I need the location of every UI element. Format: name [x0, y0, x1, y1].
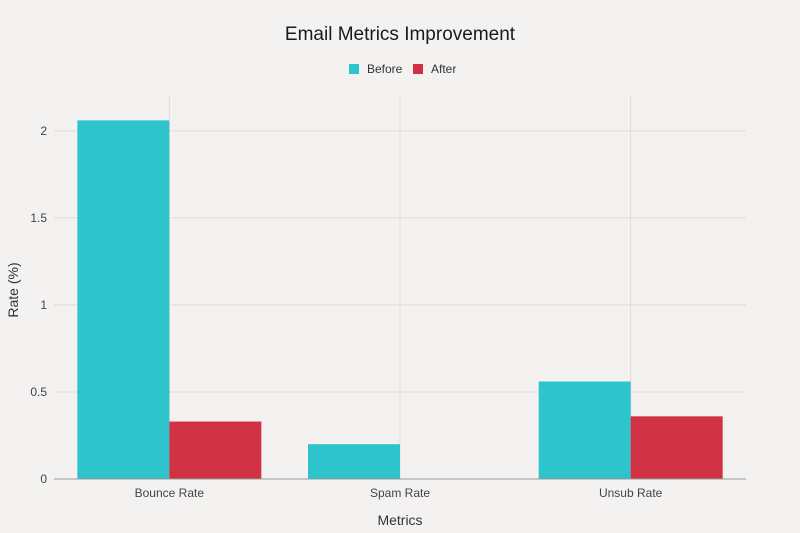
bar-after-unsub-rate [630, 416, 723, 479]
legend-label-after: After [431, 62, 456, 76]
bar-before-unsub-rate [538, 381, 631, 479]
y-tick-label: 2 [40, 124, 47, 138]
y-axis-title: Rate (%) [5, 262, 21, 317]
y-tick-label: 1.5 [30, 211, 47, 225]
bars [77, 120, 723, 479]
y-tick-label: 0.5 [30, 385, 47, 399]
bar-after-bounce-rate [169, 421, 262, 479]
x-tick-label: Bounce Rate [135, 486, 205, 500]
x-tick-label: Spam Rate [370, 486, 430, 500]
y-tick-label: 0 [40, 472, 47, 486]
bar-before-spam-rate [308, 444, 400, 479]
y-tick-label: 1 [40, 298, 47, 312]
axes: 0 0.5 1 1.5 2 Bounce Rate Spam Rate Unsub Rate [30, 124, 746, 500]
x-axis-title: Metrics [377, 512, 422, 528]
x-tick-label: Unsub Rate [599, 486, 663, 500]
legend-swatch-before [349, 64, 359, 74]
bar-before-bounce-rate [77, 120, 170, 479]
legend: Before After [349, 62, 456, 76]
chart-title: Email Metrics Improvement [285, 24, 516, 45]
legend-swatch-after [413, 64, 423, 74]
legend-label-before: Before [367, 62, 403, 76]
